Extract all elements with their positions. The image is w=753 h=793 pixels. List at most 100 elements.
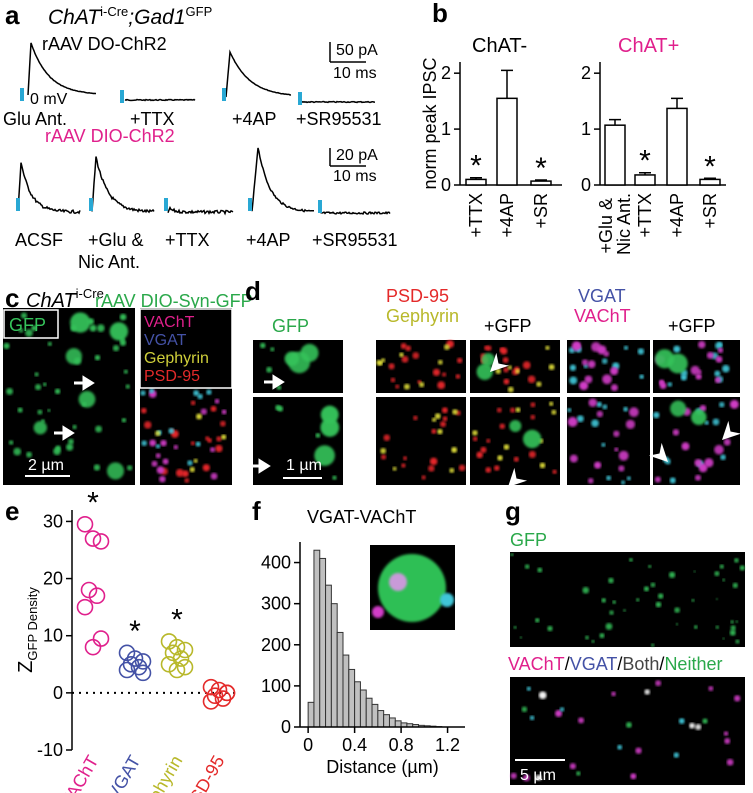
y-tick-label: 10 [43, 626, 63, 646]
blob [499, 347, 505, 352]
blob [395, 384, 400, 389]
blob [437, 359, 443, 365]
condition-label: ACSF [15, 230, 63, 250]
blob [581, 359, 589, 366]
blob [618, 465, 625, 472]
blob [405, 345, 411, 352]
row-title: rAAV DIO-ChR2 [45, 126, 175, 146]
blob [437, 428, 443, 435]
blob [655, 680, 662, 687]
blob [434, 413, 441, 420]
blob [65, 348, 82, 365]
x-tick-label: 0 [303, 735, 313, 755]
trace [91, 156, 155, 214]
blob [693, 570, 696, 573]
legend-entry: VGAT [144, 332, 187, 349]
blob [618, 450, 629, 461]
blob [722, 637, 725, 640]
blob [160, 439, 167, 447]
blob [54, 388, 61, 395]
histogram-bar [377, 710, 385, 728]
micrograph [510, 552, 745, 647]
point [130, 658, 148, 676]
y-tick-label: 20 [43, 569, 63, 589]
stimulus-marker [318, 200, 322, 213]
blob [530, 414, 536, 420]
blob [94, 354, 101, 361]
blob [537, 567, 543, 573]
separator: / [659, 654, 664, 674]
significance: * [171, 603, 183, 636]
blob [719, 564, 724, 569]
blob [53, 447, 61, 456]
blob [675, 622, 679, 626]
blob [594, 461, 602, 469]
blob [599, 633, 605, 639]
blob [3, 342, 10, 350]
blob [214, 398, 220, 404]
blob [18, 328, 24, 333]
y-tick-label: 300 [261, 594, 291, 614]
blob [206, 389, 212, 395]
error-bar [639, 171, 651, 175]
blob [617, 744, 623, 750]
blob [555, 709, 563, 718]
histogram-bar [348, 668, 356, 728]
blob [668, 571, 676, 579]
blob [726, 758, 734, 766]
condition-label: Nic Ant. [78, 252, 140, 272]
blob [672, 429, 680, 436]
blob [456, 357, 463, 364]
blob [535, 774, 542, 781]
blob [734, 695, 741, 702]
point [122, 655, 140, 673]
blob [119, 339, 127, 346]
blob [729, 629, 736, 636]
blob [673, 752, 679, 758]
y-axis-label-main: Z [15, 661, 37, 673]
blob [162, 458, 169, 465]
blob [202, 464, 210, 472]
blob [689, 722, 695, 729]
point [206, 687, 224, 705]
point [134, 653, 152, 670]
x-tick-label: +TTX [466, 193, 486, 238]
blob [17, 407, 23, 413]
blob [567, 416, 578, 427]
x-tick-label: Gephyrin [133, 752, 187, 793]
blob [538, 691, 547, 700]
blob [613, 430, 620, 437]
blob [576, 771, 581, 776]
blob [96, 324, 105, 332]
blob [569, 376, 578, 385]
blob [527, 375, 536, 384]
blob [378, 554, 446, 622]
blob [735, 639, 740, 644]
stimulus-marker [89, 198, 93, 211]
blob [270, 347, 275, 352]
blob [300, 343, 319, 362]
blob [320, 405, 339, 424]
chart-title: VGAT-VAChT [307, 507, 416, 527]
blob [536, 381, 542, 387]
significance: * [87, 486, 99, 519]
x-tick-label: VAChT [57, 752, 103, 793]
blob [690, 365, 700, 375]
blob [648, 564, 652, 569]
y-tick-label: 1 [441, 119, 451, 139]
blob [8, 440, 14, 445]
stimulus-marker [16, 198, 20, 211]
blob [606, 475, 612, 481]
blob [449, 467, 455, 473]
blob [431, 428, 437, 434]
blob [695, 373, 702, 380]
blob [37, 409, 43, 415]
blob [591, 419, 599, 428]
blob [596, 410, 604, 418]
y-tick-label: 400 [261, 553, 291, 573]
scale-label: 5 µm [520, 767, 556, 784]
blob [380, 447, 387, 454]
blob [510, 553, 514, 557]
blob [20, 312, 28, 319]
column-label: +GFP [668, 316, 716, 336]
